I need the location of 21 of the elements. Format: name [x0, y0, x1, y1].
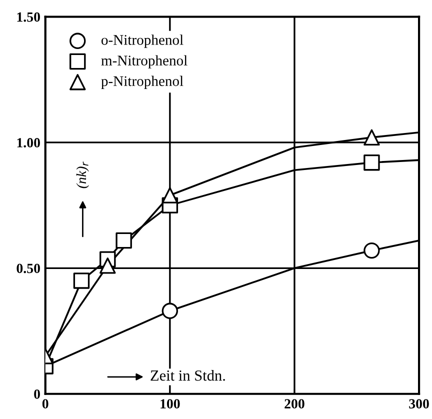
point	[100, 258, 116, 274]
legend-label: m-Nitrophenol	[101, 55, 188, 68]
y-tick-label: 1.50	[17, 12, 40, 22]
point	[116, 232, 132, 249]
point	[364, 154, 380, 171]
x-tick-label: 200	[284, 399, 304, 408]
x-tick-label: 0	[42, 399, 48, 408]
y-tick-label: 1.00	[17, 138, 40, 148]
point	[364, 242, 380, 259]
point	[364, 129, 380, 146]
x-tick-label: 300	[409, 399, 429, 408]
y-tick-label: 0.50	[16, 264, 40, 274]
legend-label: p-Nitrophenol	[101, 76, 184, 90]
y-axis-title: (nk)$_{r}$	[76, 162, 89, 188]
legend-label: o-Nitrophenol	[102, 34, 184, 48]
point	[162, 302, 178, 320]
x-tick-label: 100	[160, 399, 180, 408]
x-axis-title: Zeit in Stdn.	[150, 370, 225, 381]
y-tick-label: 0	[34, 389, 40, 399]
point	[162, 187, 178, 204]
point	[73, 272, 90, 289]
